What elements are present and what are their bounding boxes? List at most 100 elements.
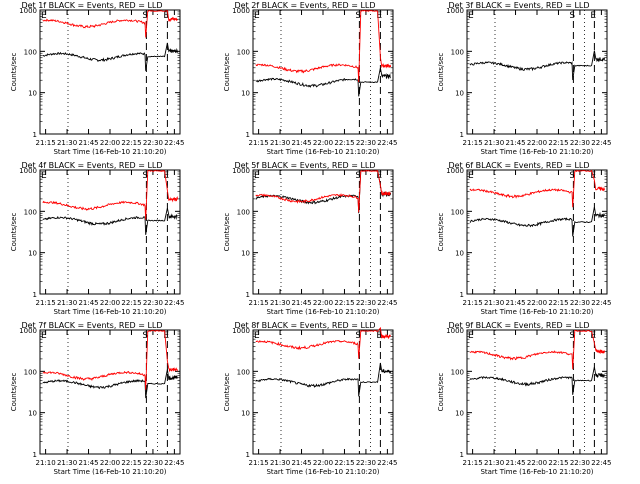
start-marker-label: S — [142, 11, 148, 21]
x-tick-label: 21:30 — [484, 139, 504, 147]
x-tick-label: 22:00 — [100, 139, 120, 147]
y-axis-label: Counts/sec — [437, 373, 445, 412]
end-marker-label: E — [163, 331, 169, 341]
x-tick-label: 21:15 — [463, 459, 483, 467]
end-marker-label: E — [163, 171, 169, 181]
x-tick-label: 21:15 — [463, 299, 483, 307]
x-tick-label: 21:30 — [57, 299, 77, 307]
end-marker-label: E — [376, 331, 382, 341]
series-line-events — [469, 206, 605, 237]
x-tick-label: 21:45 — [78, 299, 98, 307]
start-marker-label: S — [355, 11, 361, 21]
axes-frame — [252, 169, 394, 295]
x-tick-label: 21:45 — [505, 139, 525, 147]
x-axis-label: Start Time (16-Feb-10 21:10:20) — [480, 468, 593, 476]
start-marker-label: S — [142, 171, 148, 181]
x-tick-label: 21:15 — [36, 139, 56, 147]
x-axis-label: Start Time (16-Feb-10 21:10:20) — [480, 148, 593, 156]
series-line-lld — [469, 330, 605, 370]
y-axis-label: Counts/sec — [437, 213, 445, 252]
series-line-events — [469, 366, 605, 395]
x-tick-label: 22:00 — [313, 299, 333, 307]
series-line-lld — [255, 9, 392, 83]
panel-7: Det 7f BLACK = Events, RED = LLD 1 10 100 10… — [10, 321, 184, 476]
end-marker-label: E — [376, 171, 382, 181]
x-tick-label: 22:30 — [356, 459, 376, 467]
axes-frame — [39, 9, 181, 135]
end-marker-label: E — [590, 11, 596, 21]
x-tick-label: 22:45 — [377, 459, 397, 467]
x-tick-label: 21:10 — [36, 459, 56, 467]
panel-2: Det 2f BLACK = Events, RED = LLD 1 10 100 10… — [223, 1, 397, 156]
x-tick-label: 22:15 — [548, 459, 568, 467]
y-tick-label: 1 — [460, 131, 464, 139]
panel-corner-label: E — [41, 331, 47, 341]
x-tick-label: 22:15 — [548, 139, 568, 147]
y-axis-label: Counts/sec — [10, 213, 18, 252]
y-tick-label: 1 — [460, 451, 464, 459]
x-tick-label: 22:15 — [334, 139, 354, 147]
start-marker-label: S — [569, 171, 575, 181]
x-tick-label: 22:45 — [591, 139, 611, 147]
y-tick-label: 1 — [33, 451, 37, 459]
x-tick-label: 21:45 — [291, 459, 311, 467]
x-tick-label: 21:45 — [78, 459, 98, 467]
x-tick-label: 21:45 — [505, 459, 525, 467]
x-tick-label: 22:45 — [164, 139, 184, 147]
start-marker-label: S — [569, 331, 575, 341]
axes-frame — [466, 169, 608, 295]
x-axis-label: Start Time (16-Feb-10 21:10:20) — [53, 308, 166, 316]
panel-corner-label: E — [468, 11, 474, 21]
series-line-lld — [255, 169, 391, 213]
y-axis-label: Counts/sec — [10, 53, 18, 92]
series-line-lld — [469, 169, 605, 208]
series-line-events — [255, 169, 392, 214]
chart-title: Det 5f BLACK = Events, RED = LLD — [234, 161, 375, 170]
y-tick-label: 1 — [460, 291, 464, 299]
series-line-events — [42, 208, 178, 235]
series-line-lld — [42, 330, 179, 390]
panel-5: Det 5f BLACK = Events, RED = LLD 1 10 100 10… — [223, 161, 397, 316]
x-tick-label: 21:45 — [291, 299, 311, 307]
x-tick-label: 22:45 — [591, 459, 611, 467]
x-tick-label: 22:30 — [356, 299, 376, 307]
y-tick-label: 100 — [24, 48, 37, 56]
y-tick-label: 1 — [246, 451, 250, 459]
x-tick-label: 22:00 — [100, 299, 120, 307]
x-tick-label: 21:45 — [78, 139, 98, 147]
x-tick-label: 21:45 — [505, 299, 525, 307]
x-tick-label: 22:15 — [548, 299, 568, 307]
chart-title: Det 7f BLACK = Events, RED = LLD — [21, 321, 162, 330]
series-line-events — [42, 42, 179, 71]
panel-corner-label: E — [468, 331, 474, 341]
y-tick-label: 1000 — [19, 7, 37, 15]
y-tick-label: 1000 — [232, 327, 250, 335]
start-marker-label: S — [355, 171, 361, 181]
x-tick-label: 22:30 — [570, 459, 590, 467]
x-tick-label: 21:30 — [484, 299, 504, 307]
y-axis-label: Counts/sec — [223, 373, 231, 412]
axes-frame — [466, 9, 608, 135]
x-tick-label: 22:45 — [377, 139, 397, 147]
panel-8: Det 8f BLACK = Events, RED = LLD 1 10 100 10… — [223, 321, 397, 476]
x-tick-label: 22:15 — [334, 299, 354, 307]
x-tick-label: 21:15 — [36, 299, 56, 307]
x-tick-label: 21:15 — [463, 139, 483, 147]
x-tick-label: 22:45 — [164, 459, 184, 467]
y-tick-label: 10 — [455, 90, 464, 98]
y-tick-label: 10 — [28, 410, 37, 418]
y-tick-label: 10 — [455, 410, 464, 418]
x-tick-label: 22:00 — [100, 459, 120, 467]
panel-corner-label: E — [254, 331, 260, 341]
x-tick-label: 22:30 — [570, 139, 590, 147]
y-tick-label: 10 — [241, 90, 250, 98]
chart-title: Det 4f BLACK = Events, RED = LLD — [21, 161, 162, 170]
y-tick-label: 100 — [237, 368, 250, 376]
panel-corner-label: E — [254, 11, 260, 21]
y-tick-label: 10 — [455, 250, 464, 258]
x-tick-label: 22:30 — [356, 139, 376, 147]
y-tick-label: 1000 — [232, 167, 250, 175]
y-tick-label: 10 — [241, 410, 250, 418]
